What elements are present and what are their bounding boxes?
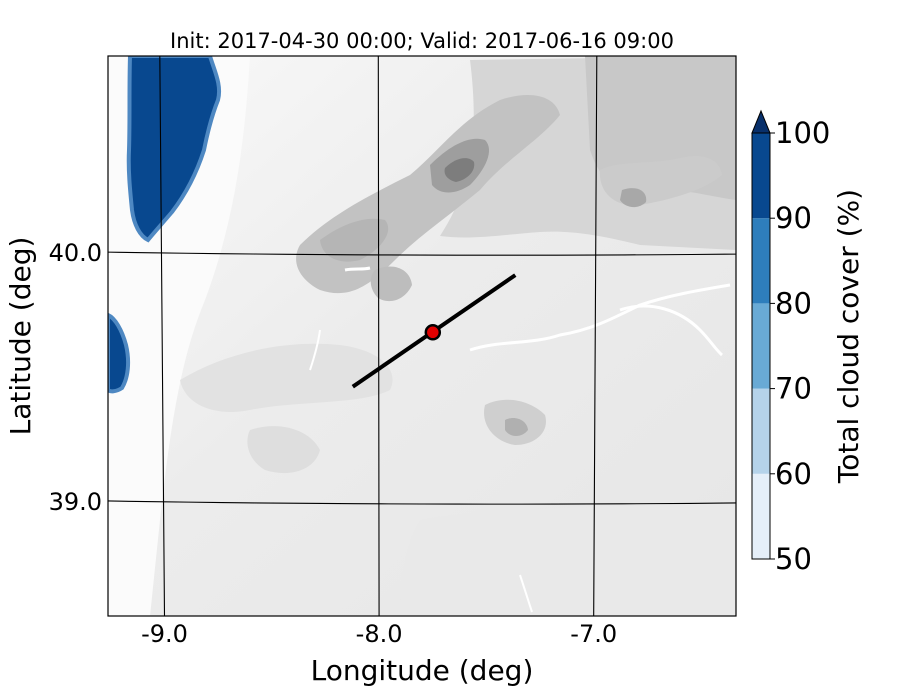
longitude-tick-label: -8.0	[356, 620, 403, 648]
map-title: Init: 2017-04-30 00:00; Valid: 2017-06-1…	[170, 29, 674, 53]
parallel-line	[108, 251, 736, 256]
terrain-ridge-darkest	[444, 158, 475, 182]
map-frame	[107, 55, 737, 617]
colorbar-tick-labels: 50 60 70 80 90 100	[770, 116, 830, 576]
terrain-central-band	[180, 343, 393, 412]
latitude-tick-labels: 40.0 39.0	[49, 239, 102, 516]
colorbar-tick-label: 80	[775, 286, 812, 320]
colorbar-tick-label: 70	[775, 372, 812, 406]
colorbar-tick-label: 100	[775, 116, 830, 150]
colorbar-segment	[752, 133, 770, 219]
colorbar: 50 60 70 80 90 100 Total cloud cover (%)	[751, 109, 865, 576]
cloud-cover-west	[108, 312, 131, 394]
colorbar-frame	[751, 132, 771, 560]
colorbar-segments	[752, 133, 770, 559]
meridian-line	[159, 56, 166, 616]
terrain-ridge-west	[320, 218, 389, 262]
terrain-east-dark	[620, 188, 647, 208]
terrain-ridge-mid	[370, 266, 412, 302]
colorbar-label: Total cloud cover (%)	[832, 189, 865, 484]
reservoir-north	[344, 266, 371, 272]
longitude-tick-label: -9.0	[141, 620, 188, 648]
meridian-line	[593, 56, 598, 616]
river-feature	[469, 283, 731, 352]
y-axis-label: Latitude (deg)	[4, 237, 37, 436]
colorbar-segment	[752, 218, 770, 304]
colorbar-tick-label: 50	[775, 542, 812, 576]
terrain-south-hill-dark	[505, 418, 528, 436]
map-panel[interactable]	[108, 56, 736, 616]
colorbar-extend-arrow	[751, 109, 771, 134]
river-feature-branch	[619, 304, 724, 357]
colorbar-segment	[752, 303, 770, 389]
colorbar-tick-label: 90	[775, 201, 812, 235]
cloud-cover-north	[126, 56, 221, 243]
parallel-line	[108, 500, 736, 505]
colorbar-segment	[752, 388, 770, 474]
latitude-tick-label: 40.0	[49, 239, 102, 267]
latitude-tick-label: 39.0	[49, 488, 102, 516]
river-feature-west	[309, 329, 321, 371]
meridian-line	[377, 56, 380, 616]
terrain-southwest-patch	[247, 426, 320, 474]
colorbar-tick-label: 60	[775, 457, 812, 491]
longitude-tick-labels: -9.0 -8.0 -7.0	[141, 620, 617, 648]
location-marker[interactable]	[424, 324, 442, 341]
colorbar-segment	[752, 473, 770, 559]
gridlines	[108, 56, 736, 616]
longitude-tick-label: -7.0	[570, 620, 617, 648]
river-feature-south	[519, 574, 533, 613]
x-axis-label: Longitude (deg)	[311, 654, 534, 687]
terrain-southeast-plain	[400, 500, 736, 616]
